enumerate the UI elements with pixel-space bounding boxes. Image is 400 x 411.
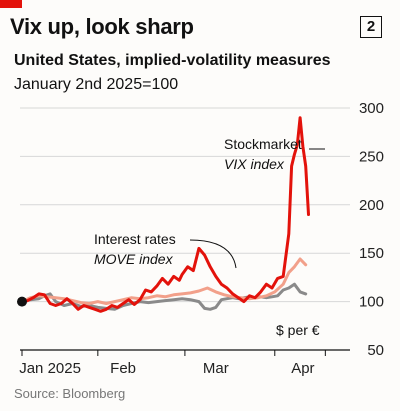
x-tick-label: Apr — [291, 360, 314, 377]
y-tick-label: 100 — [359, 294, 384, 311]
start-point-dot — [17, 296, 27, 307]
y-tick-label: 150 — [359, 245, 384, 262]
annotation-move-sub: MOVE index — [94, 251, 174, 267]
chart-index-note: January 2nd 2025=100 — [14, 76, 179, 93]
y-tick-label: 300 — [359, 100, 384, 117]
series-line-move — [20, 257, 308, 305]
series-line-vix — [20, 116, 310, 313]
y-tick-label: 50 — [367, 342, 384, 359]
annotation-vix-sub: VIX index — [224, 156, 285, 172]
chart-subtitle: United States, implied-volatility measur… — [14, 52, 331, 69]
brand-bar — [0, 0, 22, 8]
annotation-euro-label: $ per € — [276, 322, 320, 338]
chart-number-badge: 2 — [360, 16, 382, 38]
x-tick-label: Feb — [110, 360, 136, 377]
source-note: Source: Bloomberg — [14, 386, 126, 401]
annotation-move-leader — [189, 239, 237, 269]
y-tick-label: 200 — [359, 197, 384, 214]
annotation-move-label: Interest rates — [94, 231, 176, 247]
chart-title: Vix up, look sharp — [10, 14, 194, 39]
annotation-vix-label: Stockmarket — [224, 136, 302, 152]
x-tick-label: Mar — [203, 360, 229, 377]
y-tick-label: 250 — [359, 148, 384, 165]
x-tick-label: Jan 2025 — [19, 360, 81, 377]
